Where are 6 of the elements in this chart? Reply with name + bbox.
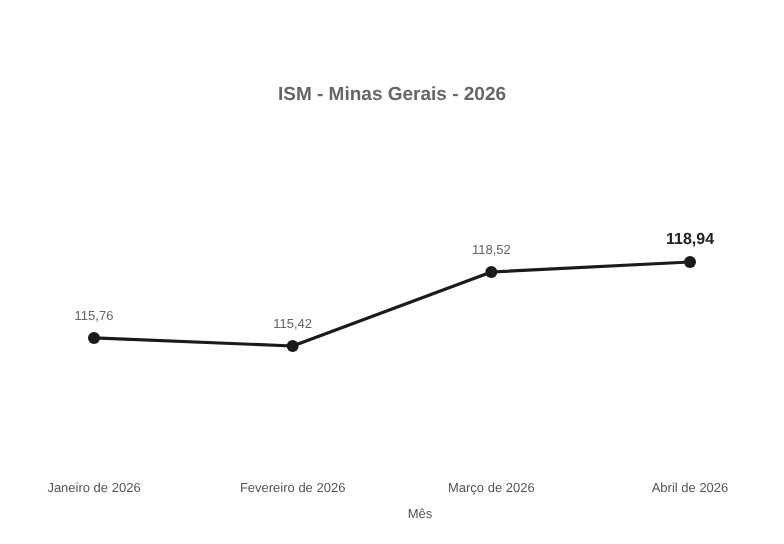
data-label: 118,94: [665, 230, 716, 248]
point: [88, 331, 100, 344]
chart-title: ISM - Minas Gerais - 2026: [277, 84, 507, 106]
point: [684, 256, 696, 268]
point: [485, 266, 498, 279]
point: [286, 340, 299, 352]
